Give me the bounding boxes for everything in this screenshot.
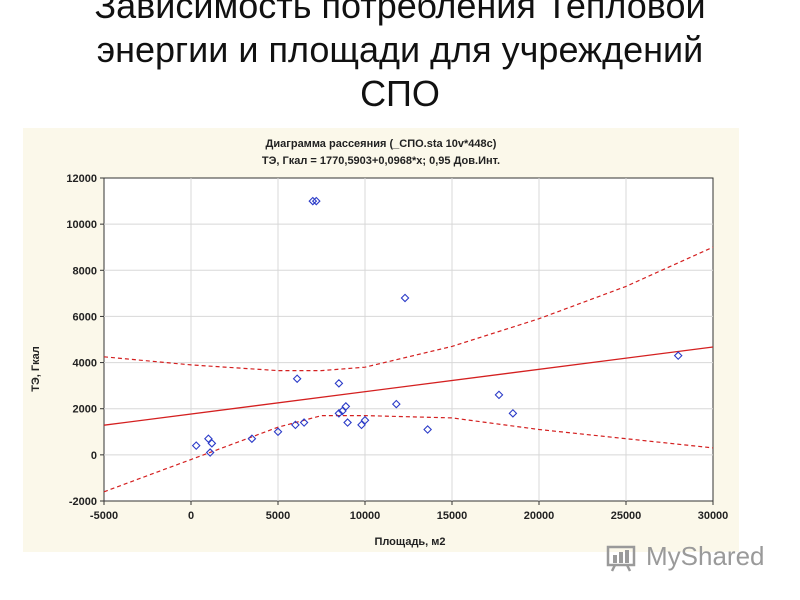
data-point-15 (343, 418, 352, 427)
confidence-band-lower (103, 415, 714, 493)
slide-title-line-2: энергии и площади для учреждений (96, 29, 704, 70)
x-tick-label-4: 15000 (437, 510, 468, 522)
data-point-22 (508, 408, 518, 418)
x-tick-label-5: 20000 (524, 510, 555, 522)
y-tick-label-1: 0 (91, 450, 97, 462)
x-axis-label: Площадь, м2 (374, 536, 445, 548)
data-point-11 (334, 378, 344, 388)
data-point-20 (423, 425, 433, 434)
data-point-3 (205, 448, 215, 457)
data-point-2 (207, 438, 217, 448)
data-point-14 (341, 402, 351, 411)
data-point-16 (357, 420, 366, 430)
x-tick-label-3: 10000 (350, 510, 381, 522)
x-tick-label-0: -5000 (90, 510, 118, 522)
y-tick-label-2: 2000 (73, 404, 97, 416)
x-tick-label-7: 30000 (698, 510, 729, 522)
scatter-chart: Диаграмма рассеяния (_СПО.sta 10v*448c) … (30, 138, 729, 548)
x-tick-label-6: 25000 (611, 510, 642, 522)
slide-title: Зависимость потребления Тепловой энергии… (40, 0, 760, 116)
data-point-9 (308, 196, 318, 206)
data-point-13 (338, 406, 347, 416)
data-point-7 (299, 418, 309, 427)
data-point-21 (494, 390, 504, 400)
regression-line (103, 346, 714, 426)
data-point-6 (291, 420, 300, 430)
plot-area (103, 177, 714, 502)
slide-title-line-1: Зависимость потребления Тепловой (94, 0, 706, 26)
data-point-23 (673, 351, 683, 361)
data-point-8 (292, 374, 302, 384)
y-tick-label-4: 6000 (73, 311, 97, 323)
y-tick-label-3: 4000 (73, 358, 97, 370)
y-tick-label-7: 12000 (66, 173, 97, 185)
data-point-10 (311, 196, 321, 206)
x-tick-label-1: 0 (188, 510, 194, 522)
y-tick-label-0: -2000 (69, 496, 97, 508)
x-tick-label-2: 5000 (266, 510, 290, 522)
y-axis-label: ТЭ, Гкал (30, 346, 42, 392)
slide-title-line-3: СПО (360, 73, 440, 114)
chart-title: Диаграмма рассеяния (_СПО.sta 10v*448c) (266, 138, 497, 150)
chart-subtitle: ТЭ, Гкал = 1770,5903+0,0968*x; 0,95 Дов.… (262, 155, 500, 167)
data-point-17 (360, 415, 370, 425)
chart-panel: Диаграмма рассеяния (_СПО.sta 10v*448c) … (23, 128, 739, 552)
y-tick-label-6: 10000 (66, 219, 97, 231)
data-point-1 (204, 434, 213, 444)
data-point-5 (273, 427, 283, 437)
myshared-logo-icon (606, 545, 636, 572)
watermark: MyShared (606, 536, 765, 576)
data-point-19 (400, 293, 410, 303)
data-point-12 (334, 408, 344, 418)
data-point-0 (191, 441, 201, 451)
data-point-4 (247, 434, 257, 444)
data-point-18 (391, 399, 401, 409)
y-tick-label-5: 8000 (73, 265, 97, 277)
confidence-band-upper (103, 246, 714, 372)
watermark-text: MyShared (646, 540, 765, 571)
